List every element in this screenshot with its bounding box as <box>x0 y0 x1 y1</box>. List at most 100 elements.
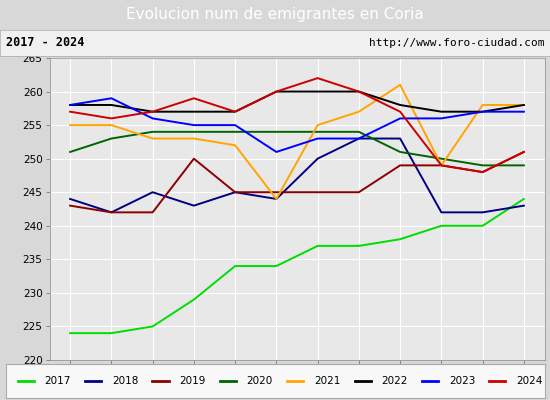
Text: 2018: 2018 <box>112 376 139 386</box>
2020 <box>397 150 404 154</box>
2023 <box>67 102 74 107</box>
2023 <box>150 116 156 121</box>
2024 <box>479 170 486 174</box>
Line: 2017: 2017 <box>70 199 524 333</box>
2021 <box>150 136 156 141</box>
Text: 2023: 2023 <box>449 376 475 386</box>
2024 <box>355 89 362 94</box>
2020 <box>355 130 362 134</box>
2023 <box>397 116 404 121</box>
2024 <box>67 109 74 114</box>
2022 <box>315 89 321 94</box>
2019 <box>273 190 279 195</box>
2019 <box>108 210 115 215</box>
2024 <box>397 109 404 114</box>
2020 <box>438 156 444 161</box>
2021 <box>108 123 115 128</box>
2021 <box>397 82 404 87</box>
2022 <box>108 102 115 107</box>
2024 <box>108 116 115 121</box>
2018 <box>479 210 486 215</box>
2021 <box>479 102 486 107</box>
2019 <box>355 190 362 195</box>
Text: 2017 - 2024: 2017 - 2024 <box>6 36 84 50</box>
2021 <box>273 196 279 201</box>
2017 <box>397 237 404 242</box>
2023 <box>520 109 527 114</box>
2017 <box>67 331 74 336</box>
2017 <box>150 324 156 329</box>
2017 <box>232 264 239 268</box>
2024 <box>520 150 527 154</box>
Line: 2022: 2022 <box>70 92 524 112</box>
2023 <box>438 116 444 121</box>
Text: http://www.foro-ciudad.com: http://www.foro-ciudad.com <box>369 38 544 48</box>
2018 <box>355 136 362 141</box>
Text: 2022: 2022 <box>382 376 408 386</box>
2018 <box>273 196 279 201</box>
Line: 2021: 2021 <box>70 85 524 199</box>
2020 <box>479 163 486 168</box>
2023 <box>479 109 486 114</box>
2022 <box>150 109 156 114</box>
2021 <box>190 136 197 141</box>
2017 <box>273 264 279 268</box>
Line: 2019: 2019 <box>70 152 524 212</box>
2021 <box>67 123 74 128</box>
2019 <box>150 210 156 215</box>
2022 <box>438 109 444 114</box>
2019 <box>190 156 197 161</box>
2017 <box>315 244 321 248</box>
2023 <box>190 123 197 128</box>
2018 <box>520 203 527 208</box>
Text: 2024: 2024 <box>516 376 543 386</box>
2018 <box>67 196 74 201</box>
2017 <box>355 244 362 248</box>
Text: 2019: 2019 <box>179 376 206 386</box>
2022 <box>67 102 74 107</box>
Line: 2024: 2024 <box>70 78 524 172</box>
2019 <box>520 150 527 154</box>
2022 <box>479 109 486 114</box>
2019 <box>232 190 239 195</box>
2018 <box>232 190 239 195</box>
2018 <box>438 210 444 215</box>
Text: 2017: 2017 <box>45 376 71 386</box>
2020 <box>520 163 527 168</box>
2018 <box>190 203 197 208</box>
2022 <box>397 102 404 107</box>
Line: 2018: 2018 <box>70 138 524 212</box>
2018 <box>397 136 404 141</box>
2019 <box>315 190 321 195</box>
Text: Evolucion num de emigrantes en Coria: Evolucion num de emigrantes en Coria <box>126 8 424 22</box>
2022 <box>520 102 527 107</box>
2022 <box>355 89 362 94</box>
2020 <box>315 130 321 134</box>
2022 <box>232 109 239 114</box>
2023 <box>232 123 239 128</box>
2023 <box>273 150 279 154</box>
2024 <box>190 96 197 101</box>
2020 <box>150 130 156 134</box>
2019 <box>479 170 486 174</box>
2020 <box>273 130 279 134</box>
2019 <box>397 163 404 168</box>
2021 <box>315 123 321 128</box>
2020 <box>190 130 197 134</box>
2017 <box>479 223 486 228</box>
2019 <box>67 203 74 208</box>
2023 <box>315 136 321 141</box>
2022 <box>273 89 279 94</box>
2021 <box>232 143 239 148</box>
2019 <box>438 163 444 168</box>
Line: 2020: 2020 <box>70 132 524 165</box>
2017 <box>190 297 197 302</box>
2017 <box>108 331 115 336</box>
Text: 2021: 2021 <box>314 376 340 386</box>
2023 <box>355 136 362 141</box>
2021 <box>438 163 444 168</box>
2024 <box>315 76 321 80</box>
2018 <box>150 190 156 195</box>
Line: 2023: 2023 <box>70 98 524 152</box>
2024 <box>150 109 156 114</box>
